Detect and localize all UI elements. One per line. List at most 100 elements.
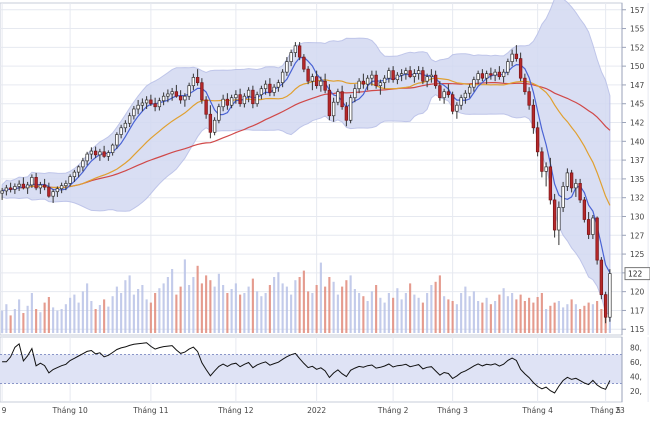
volume-bar (426, 293, 429, 333)
candle-up (229, 97, 234, 106)
volume-bar (226, 293, 229, 333)
volume-bar (60, 309, 63, 333)
price-tick-label: 142 (630, 119, 645, 128)
volume-bar (73, 294, 76, 333)
candle-up (353, 88, 357, 99)
volume-bar (179, 286, 182, 333)
volume-bar (477, 301, 480, 333)
volume-bar (332, 281, 335, 333)
volume-bar (86, 283, 89, 333)
candle-up (557, 207, 561, 231)
volume-bar (591, 304, 594, 333)
time-axis-label: Tháng 4 (521, 406, 553, 415)
candle-up (336, 91, 340, 103)
volume-bar (111, 296, 114, 333)
price-tick-label: 137 (630, 156, 645, 165)
volume-bar (447, 299, 450, 333)
candle-down (446, 91, 451, 96)
candle-up (565, 172, 570, 187)
volume-bar (349, 275, 352, 333)
volume-bar (56, 310, 59, 333)
candle-up (263, 83, 268, 90)
volume-bar (549, 305, 552, 333)
volume-bar (260, 296, 263, 333)
candle-up (144, 99, 149, 104)
time-axis-label: Tháng 10 (51, 406, 88, 415)
candle-up (382, 77, 387, 84)
candle-up (348, 97, 353, 121)
candle-down (578, 183, 582, 201)
volume-bar (77, 302, 80, 333)
price-tick-label: 152 (630, 43, 645, 52)
volume-bar (90, 301, 93, 333)
candle-down (450, 94, 455, 112)
volume-bar (298, 277, 301, 333)
candle-down (497, 71, 502, 78)
volume-bar (489, 304, 492, 333)
candle-down (34, 177, 38, 189)
volume-bar (183, 259, 186, 333)
volume-bar (107, 306, 110, 333)
candle-up (127, 115, 132, 124)
candle-up (416, 70, 421, 75)
candle-down (586, 219, 591, 235)
volume-bar (222, 285, 225, 333)
volume-bar (353, 289, 356, 333)
time-axis-label: Tháng 5 (589, 406, 621, 415)
candle-up (574, 183, 578, 189)
candle-up (467, 86, 472, 94)
time-axis-label: Tháng 12 (217, 406, 254, 415)
candle-up (331, 101, 336, 117)
candle-up (30, 177, 34, 186)
candle-down (361, 80, 366, 85)
candle-down (47, 186, 51, 197)
candle-down (535, 127, 540, 153)
candle-down (569, 172, 574, 189)
volume-bar (35, 309, 38, 333)
volume-bar (434, 281, 437, 333)
candle-up (51, 191, 55, 197)
candle-up (484, 73, 489, 79)
volume-bar (600, 309, 603, 333)
candle-up (378, 82, 383, 87)
volume-bar (64, 304, 67, 333)
candle-down (480, 73, 485, 79)
candle-down (523, 77, 527, 93)
candle-down (603, 294, 608, 318)
volume-bar (545, 309, 548, 333)
volume-bar (379, 297, 382, 333)
time-axis-label: 2022 (307, 406, 326, 415)
price-tick-label: 157 (630, 6, 645, 15)
volume-bar (217, 273, 220, 333)
volume-bar (579, 309, 582, 333)
volume-bar (370, 291, 373, 333)
volume-bar (481, 302, 484, 333)
volume-bar (400, 299, 403, 333)
volume-bar (162, 283, 165, 333)
volume-bar (69, 297, 72, 333)
candle-up (25, 184, 30, 189)
volume-bar (209, 280, 212, 333)
candle-down (21, 183, 26, 189)
candle-up (170, 91, 174, 95)
volume-bar (307, 291, 310, 333)
volume-bar (103, 299, 106, 333)
volume-bar (273, 277, 276, 333)
volume-bar (39, 312, 42, 333)
volume-bar (239, 294, 242, 333)
volume-bar (264, 293, 267, 333)
candle-up (76, 166, 81, 173)
volume-bar (22, 313, 25, 333)
volume-bar (464, 286, 467, 333)
candle-down (268, 83, 272, 93)
candle-up (246, 89, 251, 97)
candle-down (582, 199, 587, 220)
volume-bar (468, 296, 471, 333)
volume-bar (124, 280, 127, 333)
candle-up (310, 76, 315, 82)
candle-up (187, 85, 191, 97)
volume-bar (30, 293, 33, 333)
candle-up (4, 187, 9, 192)
price-tick-label: 140 (630, 137, 645, 146)
candle-down (340, 91, 344, 108)
